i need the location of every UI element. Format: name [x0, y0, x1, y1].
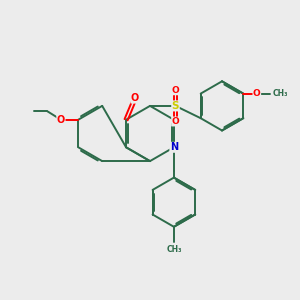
Text: CH₃: CH₃	[272, 89, 288, 98]
Text: O: O	[57, 115, 65, 125]
Text: N: N	[170, 142, 178, 152]
Text: O: O	[172, 86, 179, 95]
Text: O: O	[131, 93, 139, 103]
Text: O: O	[253, 89, 261, 98]
Text: O: O	[172, 117, 179, 126]
Text: CH₃: CH₃	[166, 244, 182, 253]
Text: S: S	[172, 101, 179, 111]
